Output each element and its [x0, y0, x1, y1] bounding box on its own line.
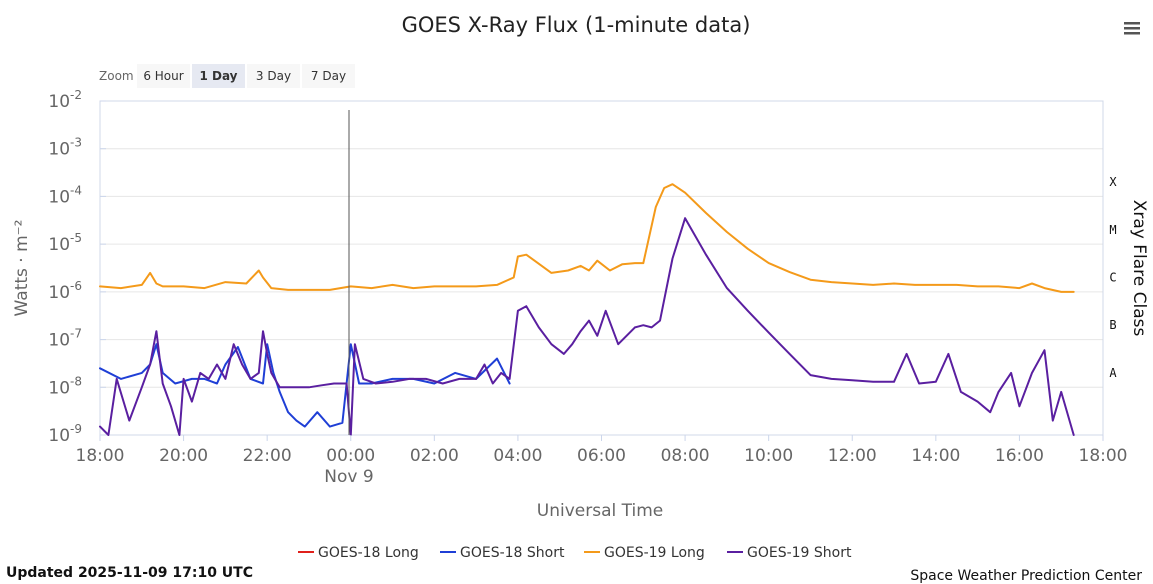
x-tick-label: 16:00: [995, 446, 1044, 466]
legend-item[interactable]: GOES-19 Short: [747, 545, 852, 561]
zoom-button-6-hour[interactable]: 6 Hour: [143, 69, 183, 83]
x-axis-ticks: 18:00 20:00 22:00 00:00 02:00 04:00 06:00 08:00…: [76, 435, 1128, 466]
legend: GOES-18 Long GOES-18 Short GOES-19 Long GOE…: [298, 545, 852, 561]
zoom-button-7-day[interactable]: 7 Day: [311, 69, 346, 83]
series-goes-19-short: [99, 217, 1075, 436]
zoom-button-3-day[interactable]: 3 Day: [256, 69, 291, 83]
zoom-button-1-day[interactable]: 1 Day: [199, 69, 237, 83]
y-axis-title: Watts · m⁻²: [12, 220, 32, 317]
x-tick-label: 00:00: [326, 446, 375, 466]
flare-class-label: C: [1109, 270, 1116, 284]
y-tick-label: 10-6: [48, 279, 82, 303]
hamburger-menu-icon[interactable]: [1124, 22, 1140, 35]
x-tick-label: 12:00: [828, 446, 877, 466]
zoom-button-bg[interactable]: [302, 64, 355, 88]
x-tick-label: 14:00: [911, 446, 960, 466]
zoom-button-bg[interactable]: [192, 64, 245, 88]
x-tick-label: 22:00: [243, 446, 292, 466]
flare-class-label: B: [1109, 318, 1116, 332]
flare-class-label: M: [1109, 223, 1116, 237]
flare-axis-title: Xray Flare Class: [1129, 200, 1149, 337]
y-tick-label: 10-8: [48, 374, 82, 398]
y-tick-label: 10-9: [48, 422, 82, 446]
y-tick-label: 10-4: [48, 183, 82, 207]
chart-title: GOES X-Ray Flux (1-minute data): [402, 13, 751, 37]
y-tick-label: 10-7: [48, 327, 82, 351]
x-tick-label: 10:00: [744, 446, 793, 466]
zoom-label: Zoom: [99, 69, 134, 83]
flare-class-axis: X M C B A: [1109, 175, 1117, 380]
legend-item[interactable]: GOES-18 Short: [460, 545, 565, 561]
x-tick-label: 02:00: [410, 446, 459, 466]
zoom-button-bg[interactable]: [247, 64, 300, 88]
x-tick-label: 08:00: [661, 446, 710, 466]
flare-class-label: X: [1109, 175, 1117, 189]
zoom-controls: Zoom 6 Hour 1 Day 3 Day 7 Day: [99, 64, 355, 88]
x-tick-label: 18:00: [1079, 446, 1128, 466]
credit-text: Space Weather Prediction Center: [910, 568, 1142, 584]
series-goes-19-long: [99, 183, 1075, 293]
x-axis-title: Universal Time: [537, 501, 663, 521]
y-tick-label: 10-5: [48, 231, 82, 255]
y-axis-ticks: 10-2 10-3 10-4 10-5 10-6 10-7 10-8 10-9: [48, 88, 106, 446]
plot-border: [99, 100, 1104, 436]
legend-item[interactable]: GOES-19 Long: [604, 545, 705, 561]
x-tick-label: 06:00: [577, 446, 626, 466]
x-tick-label: 04:00: [493, 446, 542, 466]
x-tick-label: 20:00: [159, 446, 208, 466]
x-tick-label: 18:00: [76, 446, 125, 466]
legend-item[interactable]: GOES-18 Long: [318, 545, 419, 561]
plot-grid: [100, 100, 1103, 436]
zoom-button-bg[interactable]: [137, 64, 190, 88]
y-tick-label: 10-3: [48, 136, 82, 160]
updated-timestamp: Updated 2025-11-09 17:10 UTC: [6, 565, 253, 581]
y-tick-label: 10-2: [48, 88, 82, 112]
series-goes-18-short: [99, 343, 511, 428]
series-layer: [99, 183, 1075, 436]
date-label: Nov 9: [324, 467, 373, 487]
flare-class-label: A: [1109, 366, 1117, 380]
